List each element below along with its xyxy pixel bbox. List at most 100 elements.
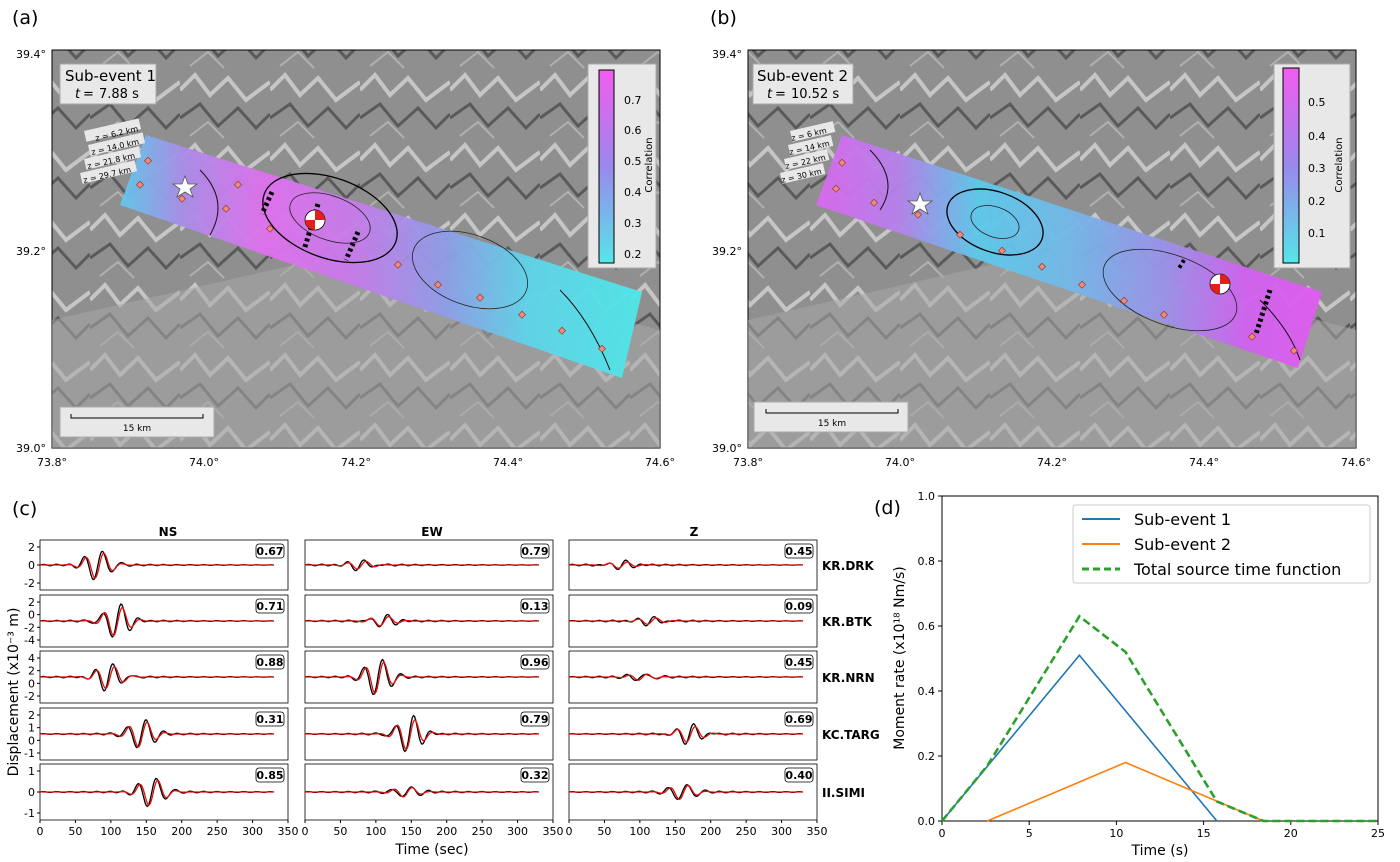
x-tick-label: 250 bbox=[472, 825, 493, 838]
correlation-value: 0.67 bbox=[256, 545, 283, 558]
synthetic-waveform bbox=[569, 561, 803, 569]
y-tick-label: 2 bbox=[28, 541, 35, 554]
x-tick-label: 250 bbox=[207, 825, 228, 838]
grid-point bbox=[266, 224, 274, 233]
y-tick-label: 0 bbox=[28, 677, 35, 690]
y-tick-label: -1 bbox=[24, 747, 35, 760]
series-line-2 bbox=[986, 761, 1264, 822]
depth-labels-a: z = 6.2 km z = 14.0 km z = 21.8 km z = 2… bbox=[80, 118, 146, 185]
lon-tick: 74.0° bbox=[189, 456, 219, 469]
y-tick-label: 0 bbox=[28, 559, 35, 572]
synthetic-waveform bbox=[40, 607, 274, 637]
x-tick-label: 100 bbox=[100, 825, 121, 838]
y-tick-label: -1 bbox=[24, 807, 35, 820]
lon-tick: 74.6° bbox=[645, 456, 675, 469]
contour-b bbox=[970, 205, 1020, 239]
fault-grid-b bbox=[816, 135, 1322, 368]
correlation-value: 0.32 bbox=[521, 769, 548, 782]
scalebar-label-b: 15 km bbox=[818, 419, 846, 429]
y-tick-label: 4 bbox=[28, 652, 35, 665]
correlation-value: 0.45 bbox=[785, 545, 812, 558]
station-label: KR.BTK bbox=[822, 615, 873, 629]
lon-tick: 74.2° bbox=[1037, 456, 1067, 469]
y-tick-label: 0 bbox=[28, 734, 35, 747]
correlation-box bbox=[784, 543, 814, 559]
legend-label: Sub-event 1 bbox=[1134, 510, 1231, 529]
scalebar-box-b bbox=[753, 401, 909, 433]
lat-tick: 39.2° bbox=[712, 245, 742, 258]
correlation-value: 0.45 bbox=[785, 656, 812, 669]
x-tick-label: 200 bbox=[436, 825, 457, 838]
equals-sign: = bbox=[83, 87, 94, 102]
lon-tick: 74.4° bbox=[493, 456, 523, 469]
panel-a: (a) bbox=[12, 7, 675, 469]
legend-box bbox=[1072, 504, 1371, 584]
correlation-value: 0.85 bbox=[256, 769, 283, 782]
x-tick-label: 100 bbox=[629, 825, 650, 838]
series-line-3 bbox=[940, 614, 1378, 823]
x-tick-label: 5 bbox=[1026, 827, 1033, 840]
grid-point bbox=[234, 180, 242, 189]
x-tick-label: 300 bbox=[242, 825, 263, 838]
panel-c-label: (c) bbox=[12, 498, 37, 520]
grid-point bbox=[838, 158, 846, 167]
synthetic-waveform bbox=[305, 661, 539, 695]
y-tick-label: 0 bbox=[28, 609, 35, 622]
correlation-box bbox=[255, 767, 285, 783]
panel-b-label: (b) bbox=[710, 7, 737, 29]
subevent-time-a: 7.88 s bbox=[99, 87, 139, 102]
x-tick-label: 350 bbox=[278, 825, 299, 838]
grid-point bbox=[1078, 280, 1086, 289]
time-symbol: t bbox=[767, 87, 773, 102]
grid-point bbox=[558, 326, 566, 335]
y-tick-label: 0.6 bbox=[918, 620, 936, 633]
scalebar-label-a: 15 km bbox=[123, 424, 151, 434]
correlation-value: 0.31 bbox=[256, 713, 283, 726]
lat-tick: 39.4° bbox=[16, 48, 46, 61]
synthetic-waveform bbox=[305, 786, 539, 798]
panel-a-label: (a) bbox=[12, 7, 38, 29]
correlation-box bbox=[784, 654, 814, 670]
subevent-title-b: Sub-event 2 bbox=[757, 67, 848, 85]
correlation-value: 0.79 bbox=[521, 545, 548, 558]
synthetic-waveform bbox=[569, 725, 803, 743]
correlation-value: 0.09 bbox=[785, 600, 812, 613]
colorbar-a bbox=[598, 69, 615, 264]
x-tick-label: 300 bbox=[507, 825, 528, 838]
y-tick-label: 1 bbox=[28, 765, 35, 778]
grid-point bbox=[1120, 296, 1128, 305]
panel-d: (d) 0 5 10 15 20 25 0.0 0.2 0.4 0.6 0.8 1.0 Sub-eve… bbox=[874, 490, 1385, 859]
subevent-title-a: Sub-event 1 bbox=[65, 67, 156, 85]
grid-point bbox=[1038, 262, 1046, 271]
grid-point bbox=[1160, 310, 1168, 319]
x-tick-label: 15 bbox=[1197, 827, 1211, 840]
contour-a bbox=[411, 230, 529, 310]
station-label: II.SIMI bbox=[822, 786, 865, 800]
aftershock-column-a3 bbox=[343, 231, 361, 261]
x-tick-label: 250 bbox=[736, 825, 757, 838]
x-tick-label: 150 bbox=[136, 825, 157, 838]
synthetic-waveform bbox=[305, 615, 539, 627]
colorbar-label-b: Correlation bbox=[1334, 137, 1345, 192]
x-tick-label: 150 bbox=[665, 825, 686, 838]
colorbar-tick: 0.7 bbox=[624, 94, 642, 107]
synthetic-waveform bbox=[305, 560, 539, 570]
correlation-box bbox=[255, 598, 285, 614]
colorbar-tick: 0.4 bbox=[624, 186, 642, 199]
aftershock-column-a1 bbox=[259, 190, 275, 216]
contour-a bbox=[289, 192, 371, 244]
depth-labels-b: z = 6 km z = 14 km z = 22 km z = 30 km bbox=[780, 121, 836, 185]
grid-point bbox=[1290, 346, 1298, 355]
component-label: Z bbox=[690, 525, 699, 539]
x-tick-label: 200 bbox=[700, 825, 721, 838]
focal-mechanism-beachball-icon bbox=[304, 209, 326, 231]
grid-point bbox=[136, 180, 144, 189]
y-tick-label: 0.4 bbox=[918, 685, 936, 698]
correlation-value: 0.40 bbox=[785, 769, 812, 782]
aftershock-column-b2 bbox=[1253, 289, 1273, 335]
panel-c-ylabel: Displacement (x10⁻³ m) bbox=[6, 608, 22, 777]
grid-point bbox=[144, 156, 152, 165]
station-columns-b bbox=[832, 158, 1298, 355]
station-label: KR.DRK bbox=[822, 559, 875, 573]
